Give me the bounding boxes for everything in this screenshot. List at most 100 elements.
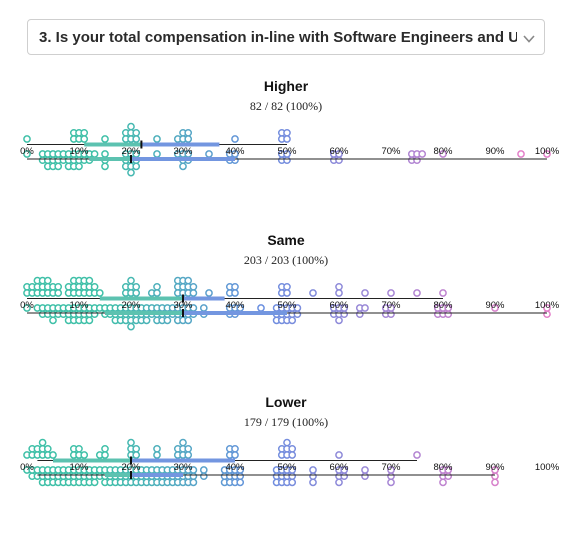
axis-tick-label: 60% xyxy=(329,146,349,157)
data-point xyxy=(309,289,317,297)
axis-tick-label: 60% xyxy=(329,300,349,311)
data-point xyxy=(85,276,94,285)
axis-tick-label: 10% xyxy=(69,462,89,473)
axis-tick-label: 30% xyxy=(173,146,193,157)
data-point xyxy=(288,472,297,481)
data-point xyxy=(80,128,89,137)
data-point xyxy=(184,135,193,143)
data-point xyxy=(132,135,141,143)
group-title: Lower xyxy=(265,394,307,410)
data-point xyxy=(163,316,172,325)
beeswarm-chart: Higher 82 / 82 (100%) 0% 10% 20% 30% 40% 50% 60%… xyxy=(20,78,560,487)
axis-tick-label: 20% xyxy=(121,300,141,311)
data-point xyxy=(80,451,89,459)
axis-tick-label: 30% xyxy=(173,300,193,311)
data-point xyxy=(127,276,135,285)
data-point xyxy=(189,289,198,297)
axis-tick-label: 40% xyxy=(225,462,245,473)
data-point xyxy=(132,444,141,453)
data-point xyxy=(54,162,63,171)
data-point xyxy=(132,289,141,297)
data-point xyxy=(43,276,52,285)
data-point xyxy=(127,168,135,177)
data-point xyxy=(184,444,193,453)
data-point xyxy=(23,304,31,312)
iqr-box-lower xyxy=(99,296,183,301)
iqr-box-lower xyxy=(53,458,131,463)
data-point xyxy=(179,162,187,171)
data-point xyxy=(418,150,427,158)
axis-tick-label: 100% xyxy=(535,146,560,157)
axis-tick-label: 70% xyxy=(381,462,401,473)
data-point xyxy=(49,316,57,325)
axis-tick-label: 80% xyxy=(433,462,453,473)
data-point xyxy=(132,282,141,291)
data-point xyxy=(85,316,94,325)
data-point xyxy=(543,310,551,319)
data-point xyxy=(231,282,239,291)
group-title: Higher xyxy=(264,78,309,94)
axis-tick-label: 20% xyxy=(121,462,141,473)
data-point xyxy=(335,316,343,325)
data-point xyxy=(184,128,193,137)
data-point xyxy=(189,282,198,291)
axis-tick-label: 60% xyxy=(329,462,349,473)
group-title: Same xyxy=(267,232,305,248)
chevron-down-icon[interactable] xyxy=(523,35,535,43)
data-point xyxy=(23,150,31,158)
data-point xyxy=(189,478,198,487)
data-point xyxy=(153,444,161,453)
axis-tick-label: 0% xyxy=(20,146,34,157)
data-point xyxy=(199,466,208,474)
data-point xyxy=(283,282,291,291)
data-point xyxy=(335,282,343,291)
data-point xyxy=(309,466,317,474)
data-point xyxy=(90,310,99,319)
axis-tick-label: 20% xyxy=(121,146,141,157)
axis-tick-label: 100% xyxy=(535,462,560,473)
axis-tick-label: 10% xyxy=(69,146,89,157)
group-count: 82 / 82 (100%) xyxy=(250,99,322,113)
axis-tick-label: 50% xyxy=(277,146,297,157)
data-point xyxy=(491,478,499,487)
iqr-box-upper xyxy=(131,458,235,463)
axis-tick-label: 40% xyxy=(225,300,245,311)
data-point xyxy=(23,135,31,143)
data-point xyxy=(199,304,208,312)
data-point xyxy=(142,316,151,325)
data-point xyxy=(132,162,141,171)
data-point xyxy=(413,156,421,165)
data-point xyxy=(361,466,369,474)
data-point xyxy=(361,472,369,481)
data-point xyxy=(231,444,239,453)
data-point xyxy=(283,156,291,165)
data-point xyxy=(335,478,343,487)
data-point xyxy=(189,472,198,481)
question-select[interactable]: 3. Is your total compensation in-line wi… xyxy=(27,19,545,55)
data-point xyxy=(101,451,109,459)
data-point xyxy=(38,438,47,447)
axis-tick-label: 50% xyxy=(277,300,297,311)
iqr-box-lower xyxy=(105,311,183,315)
data-point xyxy=(153,150,161,158)
data-point xyxy=(413,451,421,459)
data-point xyxy=(205,150,213,158)
data-point xyxy=(75,162,83,171)
data-point xyxy=(355,310,364,319)
axis-tick-label: 90% xyxy=(485,146,505,157)
data-point xyxy=(444,310,453,319)
data-point xyxy=(335,451,343,459)
data-point xyxy=(153,282,161,291)
data-point xyxy=(387,310,395,319)
data-point xyxy=(127,122,135,131)
data-point xyxy=(231,135,239,143)
data-point xyxy=(387,289,395,297)
data-point xyxy=(288,316,297,325)
data-point xyxy=(543,150,551,158)
data-point xyxy=(179,438,187,447)
axis-tick-label: 70% xyxy=(381,146,401,157)
data-point xyxy=(335,289,343,297)
data-point xyxy=(283,135,291,143)
data-point xyxy=(54,289,63,297)
data-point xyxy=(231,451,239,459)
